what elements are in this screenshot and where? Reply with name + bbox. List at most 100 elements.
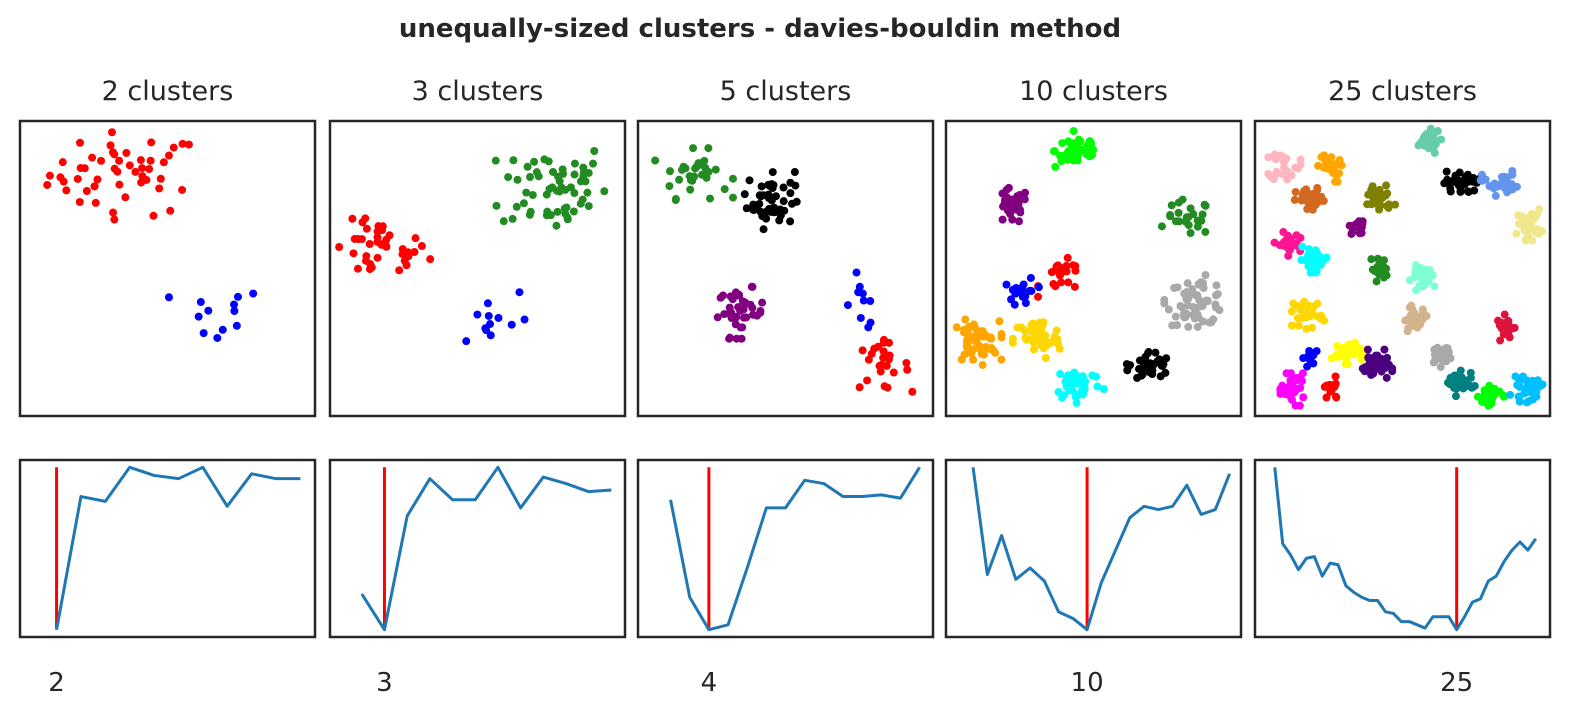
scatter-point <box>166 206 175 215</box>
scatter-point <box>1166 211 1175 220</box>
scatter-point <box>1313 312 1322 321</box>
scatter-point <box>997 355 1006 364</box>
scatter-point <box>1173 283 1182 292</box>
scatter-point <box>519 199 528 208</box>
scatter-point <box>1287 307 1296 316</box>
scatter-point <box>62 186 71 195</box>
scatter-point <box>230 307 239 316</box>
scatter-point <box>232 321 241 330</box>
scatter-point <box>546 211 555 220</box>
scatter-point <box>1479 398 1488 407</box>
cluster <box>164 289 258 342</box>
scatter-point <box>398 245 407 254</box>
scatter-point <box>1171 312 1180 321</box>
scatter-point <box>90 182 99 191</box>
scatter-point <box>1290 195 1299 204</box>
scatter-point <box>756 307 765 316</box>
scatter-point <box>555 177 564 186</box>
scatter-point <box>736 306 745 315</box>
scatter-point <box>558 165 567 174</box>
scatter-point <box>1052 262 1061 271</box>
scatter-point <box>1123 366 1132 375</box>
score-frame <box>944 458 1243 639</box>
cluster <box>1290 184 1328 214</box>
scatter-point <box>879 347 888 356</box>
scatter-panel <box>1264 124 1547 410</box>
scatter-frame <box>328 119 627 418</box>
scatter-point <box>1528 376 1537 385</box>
scatter-point <box>584 202 593 211</box>
scatter-point <box>1478 170 1487 179</box>
scatter-point <box>967 349 976 358</box>
scatter-point <box>1423 143 1432 152</box>
scatter-point <box>1291 163 1300 172</box>
scatter-point <box>748 282 757 291</box>
scatter-point <box>164 151 173 160</box>
scatter-point <box>1211 303 1220 312</box>
scatter-point <box>1335 156 1344 165</box>
scatter-point <box>1507 324 1516 333</box>
scatter-point <box>1415 140 1424 149</box>
scatter-point <box>43 180 52 189</box>
scatter-point <box>1051 162 1060 171</box>
scatter-point <box>1012 205 1021 214</box>
scatter-point <box>590 146 599 155</box>
scatter-point <box>1122 360 1131 369</box>
scatter-point <box>762 214 771 223</box>
scatter-point <box>738 323 747 332</box>
scatter-point <box>971 324 980 333</box>
scatter-point <box>666 167 675 176</box>
scatter-point <box>1183 279 1192 288</box>
scatter-point <box>759 191 768 200</box>
scatter-point <box>58 158 67 167</box>
scatter-point <box>776 211 785 220</box>
scatter-point <box>156 174 165 183</box>
cluster <box>43 128 193 224</box>
scatter-point <box>562 203 571 212</box>
cluster <box>1297 242 1331 277</box>
scatter-point <box>711 165 720 174</box>
scatter-point <box>349 249 358 258</box>
subplot-title: 10 clusters <box>1019 76 1168 107</box>
scatter-point <box>1002 185 1011 194</box>
scatter-frame <box>636 119 935 418</box>
scatter-point <box>164 293 173 302</box>
scatter-point <box>1092 372 1101 381</box>
scatter-point <box>879 338 888 347</box>
scatter-point <box>731 320 740 329</box>
scatter-point <box>701 163 710 172</box>
scatter-point <box>903 365 912 374</box>
scatter-point <box>726 292 735 301</box>
scatter-point <box>1080 379 1089 388</box>
scatter-point <box>1319 196 1328 205</box>
cluster <box>855 335 917 396</box>
scatter-point <box>651 156 660 165</box>
scatter-point <box>381 241 390 250</box>
scatter-point <box>1428 271 1437 280</box>
scatter-point <box>1137 371 1146 380</box>
scatter-point <box>1500 184 1509 193</box>
cluster <box>1493 310 1519 345</box>
scatter-point <box>1294 321 1303 330</box>
scatter-point <box>768 168 777 177</box>
scatter-point <box>1355 229 1364 238</box>
subplot-title: 5 clusters <box>719 76 852 107</box>
scatter-point <box>218 325 227 334</box>
scatter-point <box>178 139 187 148</box>
scatter-point <box>97 156 106 165</box>
scatter-point <box>1451 171 1460 180</box>
scatter-point <box>1070 151 1079 160</box>
scatter-point <box>1156 372 1165 381</box>
scatter-point <box>563 213 572 222</box>
scatter-point <box>1069 139 1078 148</box>
scatter-point <box>1020 195 1029 204</box>
scatter-point <box>1021 299 1030 308</box>
scatter-point <box>73 174 82 183</box>
cluster <box>1008 318 1064 362</box>
scatter-point <box>704 144 713 153</box>
scatter-point <box>1304 251 1313 260</box>
scatter-point <box>178 185 187 194</box>
cluster <box>1512 205 1547 245</box>
scatter-point <box>697 170 706 179</box>
scatter-point <box>1463 170 1472 179</box>
